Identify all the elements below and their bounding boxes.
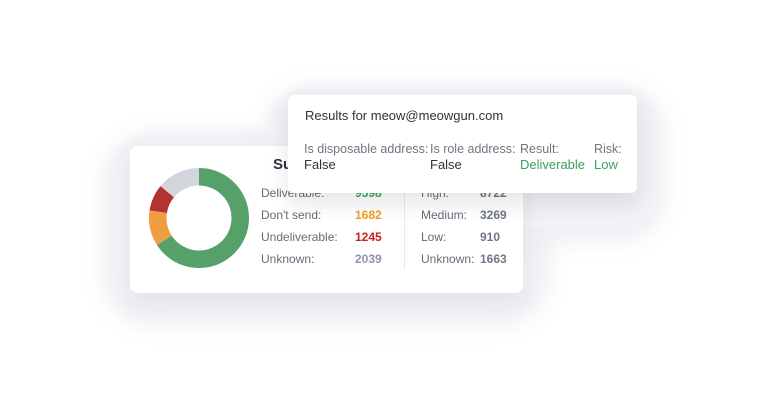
column-divider bbox=[404, 185, 405, 270]
stat-value: 2039 bbox=[355, 252, 382, 266]
field-is-role: Is role address: False bbox=[430, 140, 516, 172]
stat-value: 1682 bbox=[355, 208, 382, 222]
stat-label: Unknown: bbox=[261, 252, 315, 266]
donut-chart bbox=[149, 168, 249, 268]
field-value: Low bbox=[594, 157, 618, 172]
stat-row-medium: Medium: 3269 bbox=[421, 208, 507, 222]
field-label: Result: bbox=[520, 142, 559, 156]
donut-segment-dont-send bbox=[149, 210, 172, 246]
results-title: Results for meow@meowgun.com bbox=[305, 108, 504, 123]
stat-row-unknown-right: Unknown: 1663 bbox=[421, 252, 507, 266]
field-result: Result: Deliverable bbox=[520, 140, 585, 172]
stat-value: 1663 bbox=[480, 252, 507, 266]
stat-value: 1245 bbox=[355, 230, 382, 244]
stat-label: Unknown: bbox=[421, 252, 475, 266]
field-label: Risk: bbox=[594, 142, 622, 156]
results-card: Results for meow@meowgun.com Is disposab… bbox=[288, 95, 637, 193]
stat-row-undeliverable: Undeliverable: 1245 bbox=[261, 230, 382, 244]
field-label: Is disposable address: bbox=[304, 142, 429, 156]
stat-row-dont-send: Don't send: 1682 bbox=[261, 208, 382, 222]
stat-label: Low: bbox=[421, 230, 447, 244]
field-value: False bbox=[430, 157, 462, 172]
donut-segment-unknown bbox=[160, 168, 199, 198]
stat-label: Don't send: bbox=[261, 208, 322, 222]
stat-row-unknown-left: Unknown: 2039 bbox=[261, 252, 382, 266]
stat-label: Medium: bbox=[421, 208, 468, 222]
field-risk: Risk: Low bbox=[594, 140, 622, 172]
field-value: Deliverable bbox=[520, 157, 586, 172]
donut-segment-deliverable bbox=[156, 168, 249, 268]
stat-row-low: Low: 910 bbox=[421, 230, 500, 244]
stat-value: 910 bbox=[480, 230, 501, 244]
field-is-disposable: Is disposable address: False bbox=[304, 140, 429, 172]
stat-label: Undeliverable: bbox=[261, 230, 338, 244]
field-label: Is role address: bbox=[430, 142, 516, 156]
field-value: False bbox=[304, 157, 336, 172]
donut-segment-undeliverable bbox=[149, 186, 174, 214]
stat-value: 3269 bbox=[480, 208, 507, 222]
